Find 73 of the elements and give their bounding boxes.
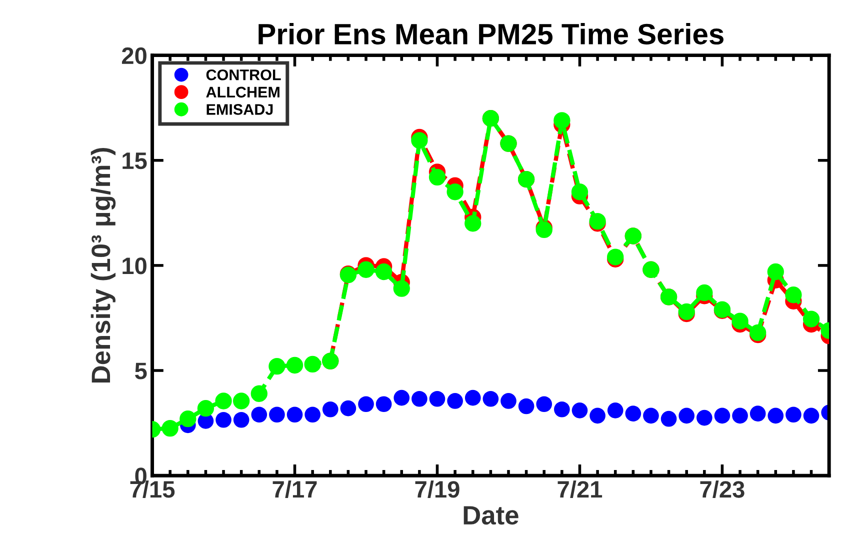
point: [429, 390, 446, 407]
point: [411, 132, 428, 149]
point: [786, 406, 802, 423]
y-tick-label: 15: [122, 152, 147, 170]
point: [678, 408, 695, 424]
point: [215, 392, 232, 410]
chart-title: Prior Ens Mean PM25 Time Series: [258, 23, 724, 44]
x-tick-label: 7/21: [558, 480, 602, 498]
point: [358, 261, 374, 278]
point: [714, 408, 730, 424]
point: [269, 406, 285, 423]
point: [625, 406, 642, 422]
point: [590, 408, 606, 424]
point: [768, 408, 784, 424]
point: [447, 393, 463, 409]
point: [233, 412, 250, 428]
point: [322, 401, 338, 418]
point: [571, 184, 588, 200]
x-tick-label: 7/19: [415, 480, 460, 498]
point: [803, 408, 820, 424]
point: [251, 406, 268, 423]
point: [358, 396, 374, 412]
point: [536, 221, 552, 238]
point: [500, 393, 516, 409]
point: [162, 420, 178, 437]
point: [340, 400, 356, 416]
point: [660, 410, 677, 427]
legend-label: CONTROL: [206, 69, 281, 80]
point: [428, 168, 446, 186]
point: [180, 410, 196, 428]
point: [304, 356, 321, 373]
x-tick-label: 7/17: [272, 480, 317, 498]
point: [802, 310, 820, 328]
point: [268, 358, 286, 375]
x-axis-title: Date: [464, 506, 518, 525]
legend-label: ALLCHEM: [206, 86, 280, 98]
y-tick-label: 20: [122, 47, 146, 64]
point: [233, 392, 250, 410]
point: [732, 312, 748, 330]
point: [572, 402, 588, 418]
point: [554, 401, 570, 418]
point: [482, 390, 499, 407]
point: [732, 408, 748, 424]
point: [696, 410, 712, 426]
point: [197, 400, 214, 417]
point: [412, 390, 428, 407]
point: [464, 215, 482, 232]
point: [394, 390, 410, 406]
point: [393, 280, 410, 297]
y-tick-label: 10: [122, 258, 146, 274]
point: [750, 406, 766, 422]
point: [696, 284, 713, 302]
point: [607, 402, 624, 418]
point: [767, 263, 784, 280]
point: [464, 390, 481, 406]
legend-label: EMISADJ: [206, 104, 273, 115]
point: [216, 412, 232, 428]
point: [250, 385, 268, 402]
point: [589, 212, 606, 230]
point: [446, 184, 464, 200]
point: [304, 406, 320, 423]
y-axis-title: Density (10³ μg/m³): [90, 148, 116, 382]
point: [375, 263, 392, 280]
y-tick-label: 5: [135, 362, 147, 380]
point: [286, 406, 303, 423]
point: [643, 408, 659, 424]
point: [518, 398, 534, 414]
point: [286, 356, 304, 374]
x-tick-label: 7/23: [700, 480, 744, 498]
point: [785, 286, 802, 304]
point: [376, 396, 392, 412]
point: [536, 396, 552, 412]
point: [554, 112, 570, 129]
